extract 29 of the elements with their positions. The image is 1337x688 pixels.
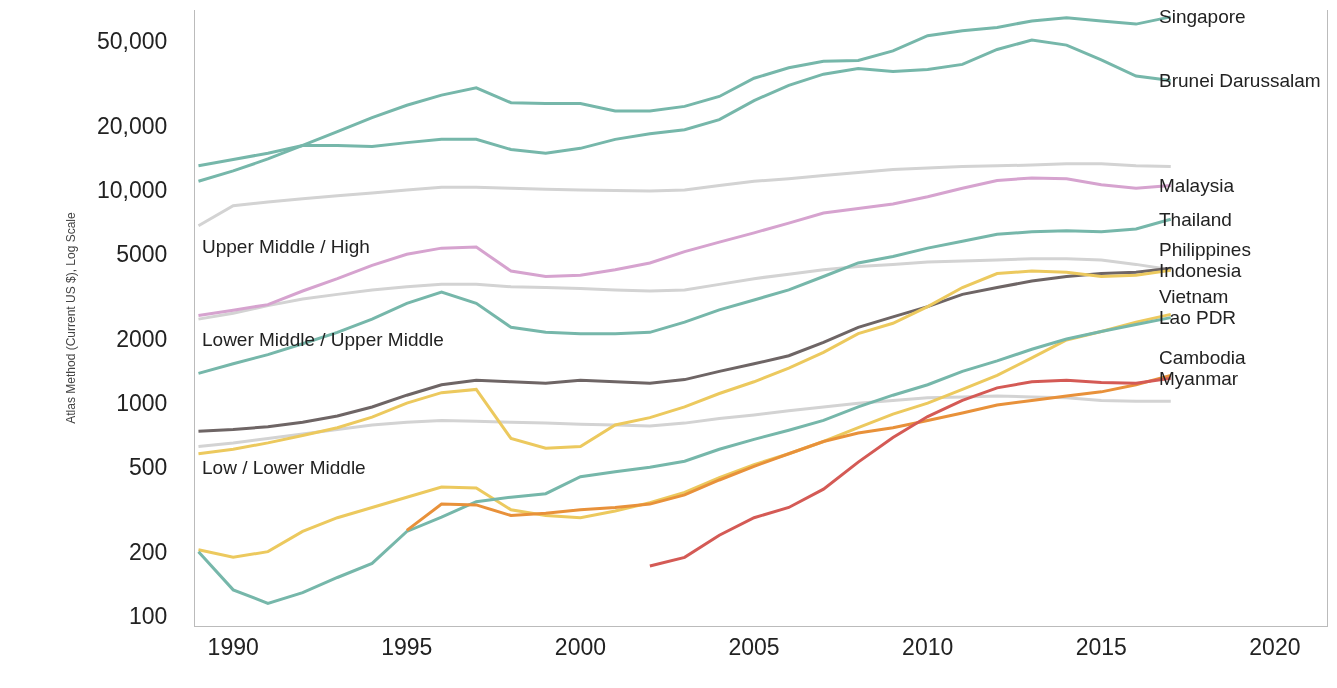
x-tick-label: 2015 bbox=[1075, 633, 1127, 660]
y-tick-label: 50,000 bbox=[97, 28, 168, 55]
series-label: Lao PDR bbox=[1159, 307, 1237, 328]
y-tick-label: 500 bbox=[129, 454, 168, 481]
series-label: Philippines bbox=[1159, 239, 1251, 260]
series-label: Vietnam bbox=[1159, 286, 1229, 307]
y-axis-title: Atlas Method (Current US $), Log Scale bbox=[64, 211, 79, 424]
annotation: Low / Lower Middle bbox=[202, 457, 366, 478]
x-tick-label: 2000 bbox=[554, 633, 607, 660]
annotation: Upper Middle / High bbox=[202, 236, 370, 257]
y-tick-label: 10,000 bbox=[97, 177, 168, 204]
x-tick-label: 1995 bbox=[381, 633, 433, 660]
x-tick-label: 2005 bbox=[728, 633, 780, 660]
series-label: Cambodia bbox=[1159, 347, 1247, 368]
y-tick-label: 1000 bbox=[116, 390, 168, 417]
y-tick-label: 200 bbox=[129, 539, 168, 566]
y-tick-label: 2000 bbox=[116, 326, 168, 353]
x-tick-label: 2010 bbox=[902, 633, 954, 660]
series-label: Thailand bbox=[1159, 209, 1232, 230]
series-label: Brunei Darussalam bbox=[1159, 70, 1321, 91]
series-label: Myanmar bbox=[1159, 368, 1239, 389]
series-label: Indonesia bbox=[1159, 260, 1242, 281]
series-label: Singapore bbox=[1159, 6, 1246, 27]
x-tick-label: 1990 bbox=[207, 633, 259, 660]
y-tick-label: 5000 bbox=[116, 241, 168, 268]
y-tick-label: 100 bbox=[129, 603, 168, 630]
y-tick-label: 20,000 bbox=[97, 112, 168, 139]
x-tick-label: 2020 bbox=[1249, 633, 1301, 660]
series-label: Malaysia bbox=[1159, 175, 1235, 196]
